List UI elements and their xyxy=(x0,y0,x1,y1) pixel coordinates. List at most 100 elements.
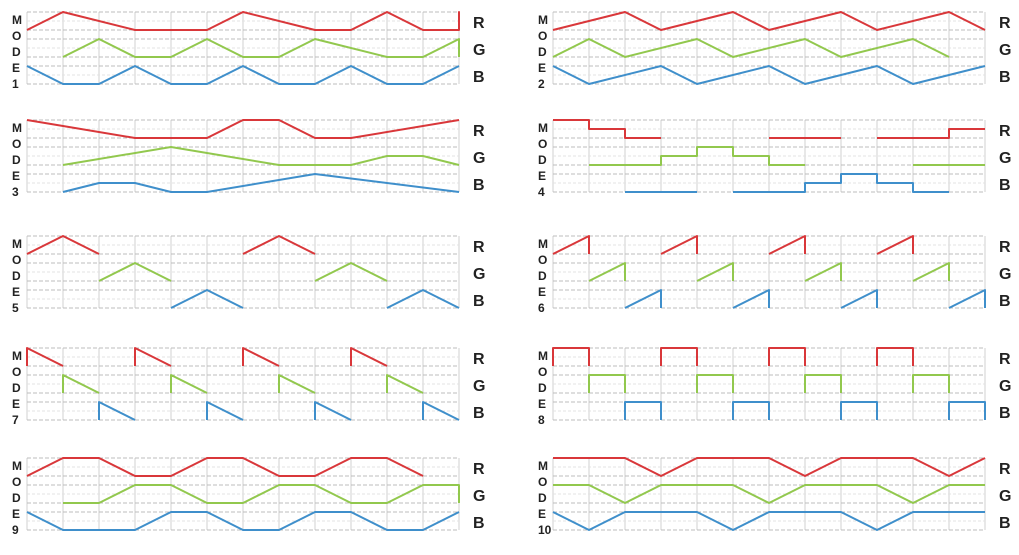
signal-r-line xyxy=(553,119,985,139)
mode-letter: D xyxy=(538,153,547,167)
signal-b-line xyxy=(625,173,949,193)
mode-number: 5 xyxy=(12,301,19,315)
mode-letter: D xyxy=(12,153,21,167)
mode-letter: D xyxy=(12,491,21,505)
signal-g-line xyxy=(62,374,424,394)
signal-g-line xyxy=(588,262,950,282)
mode-number: 9 xyxy=(12,523,19,537)
mode-letter: M xyxy=(12,13,22,27)
mode-letter: O xyxy=(538,253,547,267)
mode-letter: M xyxy=(538,13,548,27)
mode-letter: E xyxy=(12,169,20,183)
channel-label-b: B xyxy=(473,177,485,194)
channel-label-g: G xyxy=(999,488,1011,505)
mode-number: 4 xyxy=(538,185,545,199)
channel-label-b: B xyxy=(473,405,485,422)
channel-label-r: R xyxy=(473,351,485,368)
panel-grid xyxy=(552,457,986,531)
signal-r-line xyxy=(552,347,914,366)
mode-letter: E xyxy=(12,285,20,299)
mode-letter: D xyxy=(538,269,547,283)
signal-r-line xyxy=(26,457,424,477)
mode-letter: M xyxy=(538,121,548,135)
mode-number: 1 xyxy=(12,77,19,91)
mode-letter: D xyxy=(538,381,547,395)
mode-letter: D xyxy=(538,491,547,505)
mode-letter: O xyxy=(538,365,547,379)
mode-number: 3 xyxy=(12,185,19,199)
signal-g-line xyxy=(62,38,460,58)
mode-letter: D xyxy=(12,269,21,283)
channel-label-b: B xyxy=(999,405,1011,422)
mode-letter: M xyxy=(538,237,548,251)
signal-r-line xyxy=(26,235,316,255)
mode-letter: O xyxy=(538,29,547,43)
mode-letter: O xyxy=(12,137,21,151)
signal-b-line xyxy=(98,401,460,421)
signal-b-line xyxy=(624,289,986,309)
signal-g-line xyxy=(552,38,950,58)
panel-grid xyxy=(26,457,460,531)
mode-letter: E xyxy=(538,507,546,521)
signal-g-line xyxy=(589,146,985,166)
channel-label-r: R xyxy=(473,123,485,140)
channel-label-b: B xyxy=(999,293,1011,310)
mode-letter: D xyxy=(12,381,21,395)
signal-g-line xyxy=(63,484,460,504)
mode-letter: D xyxy=(12,45,21,59)
mode-letter: O xyxy=(12,475,21,489)
channel-label-g: G xyxy=(473,488,485,505)
signal-b-line xyxy=(552,65,986,85)
mode-letter: O xyxy=(538,137,547,151)
channel-label-r: R xyxy=(999,351,1011,368)
channel-label-r: R xyxy=(473,15,485,32)
signal-b-line xyxy=(552,511,985,531)
channel-label-g: G xyxy=(999,42,1011,59)
channel-label-b: B xyxy=(473,293,485,310)
signal-r-line xyxy=(553,457,986,477)
mode-letter: E xyxy=(538,285,546,299)
channel-label-g: G xyxy=(999,378,1011,395)
channel-label-r: R xyxy=(473,461,485,478)
channel-label-r: R xyxy=(473,239,485,256)
channel-label-g: G xyxy=(999,266,1011,283)
panel-grid xyxy=(26,11,460,85)
channel-label-b: B xyxy=(999,177,1011,194)
channel-label-g: G xyxy=(473,266,485,283)
mode-letter: M xyxy=(538,349,548,363)
mode-letter: E xyxy=(12,61,20,75)
signal-b-line xyxy=(62,173,460,193)
mode-letter: M xyxy=(12,349,22,363)
channel-label-r: R xyxy=(999,461,1011,478)
signal-g-line xyxy=(98,262,388,282)
channel-label-r: R xyxy=(999,239,1011,256)
mode-letter: O xyxy=(12,29,21,43)
signal-b-line xyxy=(624,401,986,420)
mode-letter: E xyxy=(12,507,20,521)
mode-number: 7 xyxy=(12,413,19,427)
mode-letter: E xyxy=(538,61,546,75)
mode-letter: M xyxy=(12,459,22,473)
channel-label-r: R xyxy=(999,123,1011,140)
signal-b-line xyxy=(26,65,460,85)
signal-b-line xyxy=(26,511,460,531)
mode-letter: M xyxy=(12,237,22,251)
channel-label-b: B xyxy=(473,69,485,86)
channel-label-g: G xyxy=(473,42,485,59)
signal-r-line xyxy=(552,11,986,31)
mode-letter: E xyxy=(538,169,546,183)
signal-r-line xyxy=(26,11,460,31)
mode-letter: O xyxy=(12,253,21,267)
signal-g-line xyxy=(62,146,460,166)
signal-g-line xyxy=(588,374,950,393)
signal-g-line xyxy=(553,484,985,504)
channel-label-b: B xyxy=(473,515,485,532)
